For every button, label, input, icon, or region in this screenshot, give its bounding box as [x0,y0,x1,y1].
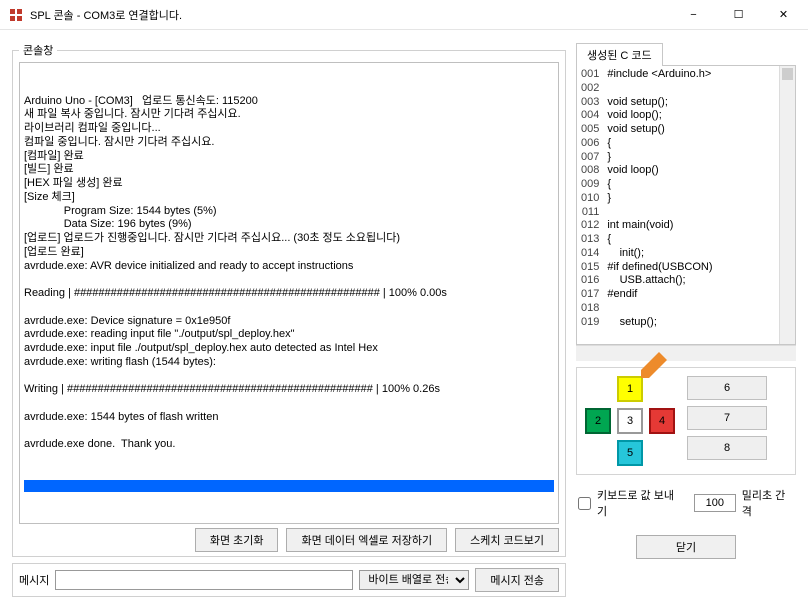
minimize-icon: − [690,9,696,21]
horizontal-scrollbar[interactable] [576,345,796,361]
send-message-button[interactable]: 메시지 전송 [475,568,559,592]
interval-input[interactable] [694,494,736,512]
close-button[interactable]: ✕ [761,0,806,30]
big-button-6[interactable]: 6 [687,376,767,400]
console-output[interactable]: Arduino Uno - [COM3] 업로드 통신속도: 115200 새 … [19,62,559,524]
num-button-5[interactable]: 5 [617,440,643,466]
window-title: SPL 콘솔 - COM3로 연결합니다. [30,7,671,23]
progress-bar [24,480,554,492]
reset-screen-button[interactable]: 화면 초기화 [195,528,279,552]
keyboard-send-label: 키보드로 값 보내기 [597,487,682,519]
num-button-3[interactable]: 3 [617,408,643,434]
view-sketch-button[interactable]: 스케치 코드보기 [455,528,559,552]
keyboard-send-row: 키보드로 값 보내기 밀리초 간격 [576,481,796,525]
console-legend: 콘솔창 [19,42,57,58]
titlebar: SPL 콘솔 - COM3로 연결합니다. − ☐ ✕ [0,0,808,30]
code-pane: 0010020030040050060070080090100110120130… [576,65,796,345]
close-dialog-button[interactable]: 닫기 [636,535,736,559]
num-button-2[interactable]: 2 [585,408,611,434]
code-body[interactable]: #include <Arduino.h> void setup();void l… [603,66,779,344]
close-icon: ✕ [779,8,788,21]
tab-generated-code[interactable]: 생성된 C 코드 [576,43,663,66]
code-gutter: 0010020030040050060070080090100110120130… [577,66,603,344]
vertical-scrollbar[interactable] [779,66,795,344]
send-mode-select[interactable]: 바이트 배열로 전송 [359,570,469,590]
message-input[interactable] [55,570,353,590]
arrow-icon [625,346,667,388]
maximize-icon: ☐ [734,8,744,21]
big-button-8[interactable]: 8 [687,436,767,460]
number-pad-panel: 12345 6 7 8 [576,367,796,475]
interval-label: 밀리초 간격 [742,487,794,519]
num-grid: 12345 [585,376,675,466]
console-text: Arduino Uno - [COM3] 업로드 통신속도: 115200 새 … [24,95,554,453]
big-button-7[interactable]: 7 [687,406,767,430]
maximize-button[interactable]: ☐ [716,0,761,30]
minimize-button[interactable]: − [671,0,716,30]
console-fieldset: 콘솔창 Arduino Uno - [COM3] 업로드 통신속도: 11520… [12,42,566,557]
message-fieldset: 메시지 바이트 배열로 전송 메시지 전송 [12,563,566,597]
keyboard-send-checkbox[interactable] [578,497,591,510]
save-excel-button[interactable]: 화면 데이터 엑셀로 저장하기 [286,528,447,552]
app-icon [8,7,24,23]
num-button-4[interactable]: 4 [649,408,675,434]
message-label: 메시지 [19,572,49,588]
code-tab-container: 생성된 C 코드 0010020030040050060070080090100… [576,42,796,361]
big-grid: 6 7 8 [687,376,767,460]
